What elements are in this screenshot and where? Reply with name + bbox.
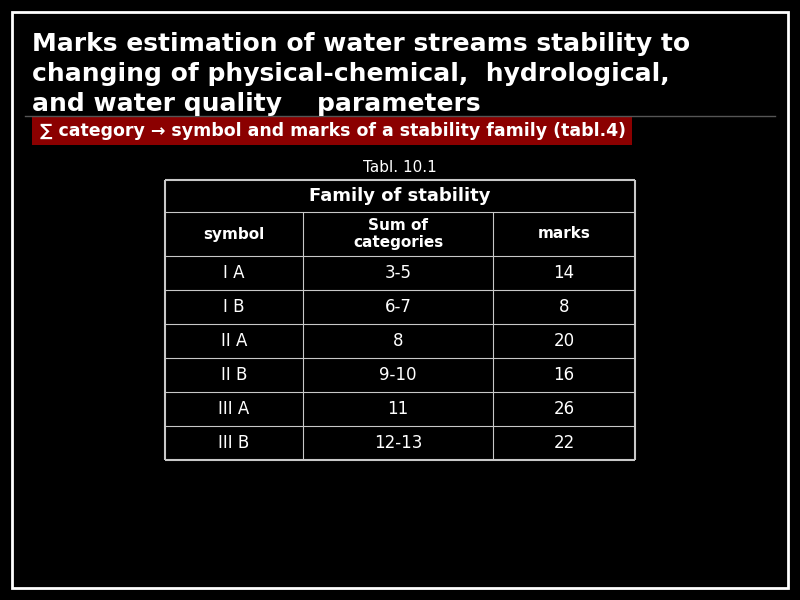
Text: Sum of
categories: Sum of categories [353, 218, 443, 250]
Text: ∑ category → symbol and marks of a stability family (tabl.4): ∑ category → symbol and marks of a stabi… [40, 122, 626, 140]
Text: 16: 16 [554, 366, 574, 384]
Text: marks: marks [538, 226, 590, 241]
Text: I B: I B [223, 298, 245, 316]
Text: 12-13: 12-13 [374, 434, 422, 452]
Text: 8: 8 [393, 332, 403, 350]
Text: changing of physical-chemical,  hydrological,: changing of physical-chemical, hydrologi… [32, 62, 670, 86]
Text: Family of stability: Family of stability [310, 187, 490, 205]
Text: III A: III A [218, 400, 250, 418]
Text: 9-10: 9-10 [379, 366, 417, 384]
Text: 8: 8 [558, 298, 570, 316]
Text: Marks estimation of water streams stability to: Marks estimation of water streams stabil… [32, 32, 690, 56]
Text: 22: 22 [554, 434, 574, 452]
Text: 20: 20 [554, 332, 574, 350]
Text: 11: 11 [387, 400, 409, 418]
Text: Tabl. 10.1: Tabl. 10.1 [363, 160, 437, 175]
Text: symbol: symbol [203, 226, 265, 241]
Text: 26: 26 [554, 400, 574, 418]
Text: 6-7: 6-7 [385, 298, 411, 316]
Text: 14: 14 [554, 264, 574, 282]
Text: and water quality    parameters: and water quality parameters [32, 92, 481, 116]
Bar [165, 180, 635, 460]
Text: III B: III B [218, 434, 250, 452]
Text: II B: II B [221, 366, 247, 384]
Text: II A: II A [221, 332, 247, 350]
Bar [32, 117, 632, 145]
Text: I A: I A [223, 264, 245, 282]
Text: 3-5: 3-5 [385, 264, 411, 282]
